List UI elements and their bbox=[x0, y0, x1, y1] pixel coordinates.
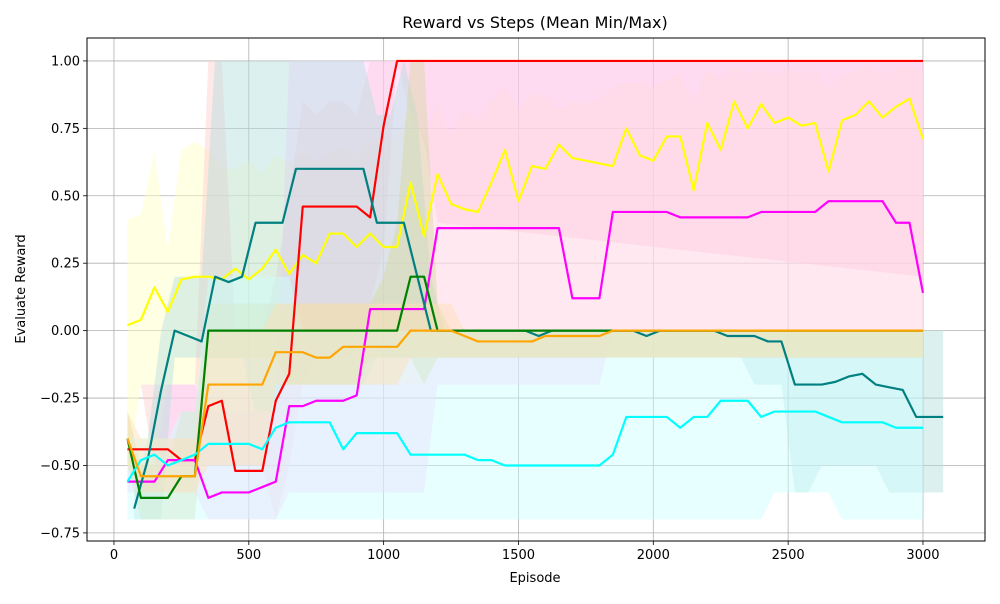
min-max-band bbox=[127, 303, 923, 493]
min-max-bands bbox=[127, 60, 944, 520]
series-mean-line bbox=[126, 399, 923, 483]
series-mean-line bbox=[126, 275, 923, 499]
x-tick-label: 2500 bbox=[772, 548, 805, 563]
y-tick-label: 0.75 bbox=[51, 122, 80, 137]
chart-title: Reward vs Steps (Mean Min/Max) bbox=[402, 13, 667, 32]
x-tick-label: 2000 bbox=[637, 548, 670, 563]
x-tick-label: 0 bbox=[110, 548, 118, 563]
x-axis-label: Episode bbox=[509, 571, 560, 586]
min-max-band bbox=[127, 60, 923, 520]
axes-frame bbox=[86, 37, 986, 542]
min-max-band bbox=[134, 60, 944, 520]
x-tick-label: 3000 bbox=[906, 548, 939, 563]
x-tick-label: 500 bbox=[236, 548, 261, 563]
y-tick-label: 0.50 bbox=[51, 189, 80, 204]
series-mean-line bbox=[127, 200, 925, 499]
y-tick-label: −0.50 bbox=[40, 459, 80, 474]
series-mean-line bbox=[126, 329, 923, 478]
y-tick-label: 0.25 bbox=[51, 257, 80, 272]
plot-frame bbox=[86, 37, 986, 542]
y-tick-label: −0.75 bbox=[40, 526, 80, 541]
y-tick-label: 1.00 bbox=[51, 54, 80, 69]
min-max-band bbox=[127, 60, 923, 520]
series-mean-line bbox=[127, 97, 925, 327]
y-tick-label: 0.00 bbox=[51, 324, 80, 339]
series-mean-line bbox=[133, 167, 944, 509]
mean-lines bbox=[126, 59, 944, 509]
tick-labels: 0 500 1000 1500 2000 2500 3000 −0.75 −0.50 −0.25 0… bbox=[40, 54, 939, 563]
y-tick-label: −0.25 bbox=[40, 392, 80, 407]
min-max-band bbox=[127, 276, 923, 520]
x-tick-label: 1000 bbox=[367, 548, 400, 563]
x-tick-label: 1500 bbox=[502, 548, 535, 563]
y-axis-label: Evaluate Reward bbox=[14, 234, 29, 343]
